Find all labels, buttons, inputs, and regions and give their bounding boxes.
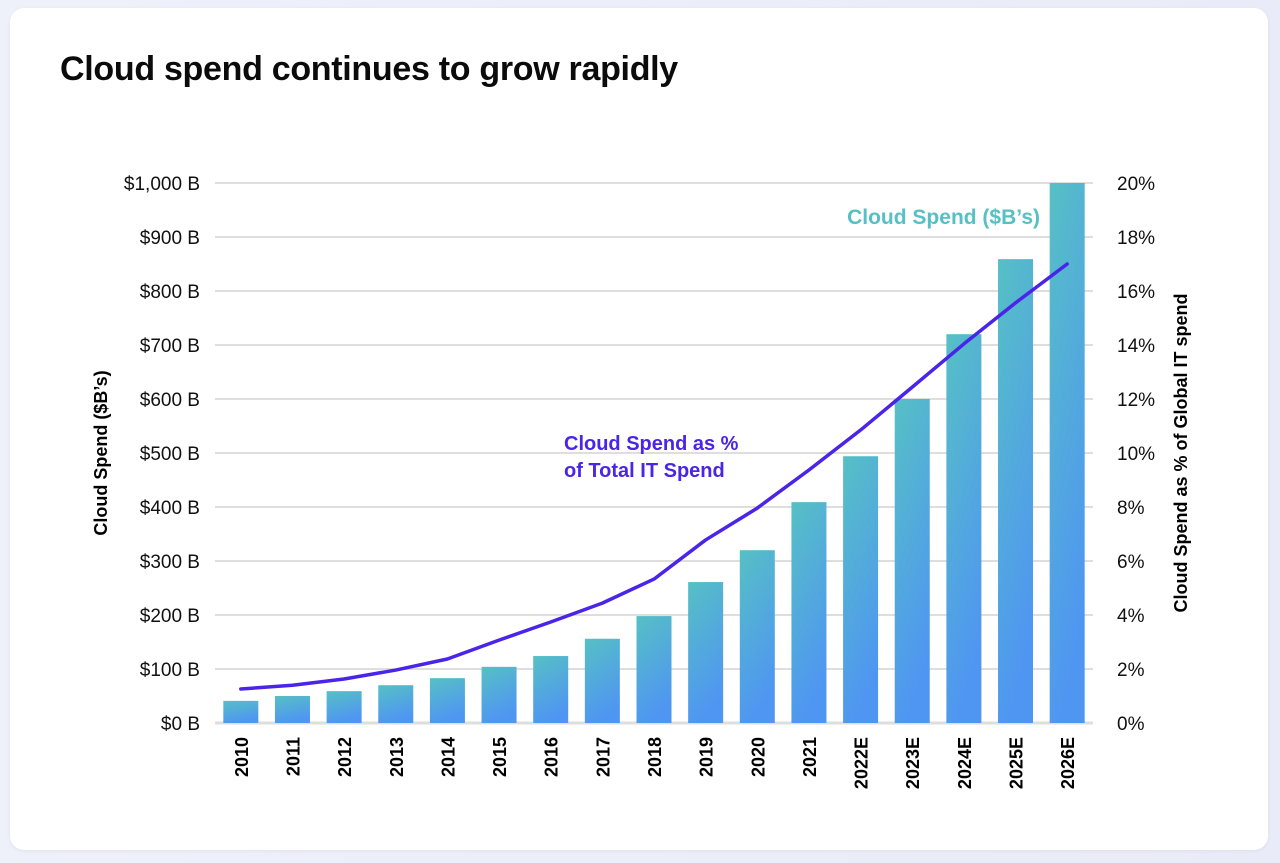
y-tick-label-left: $100 B bbox=[140, 660, 200, 681]
line-point-2022E bbox=[860, 429, 862, 431]
line-point-2026E bbox=[1066, 263, 1068, 265]
legend-bar-series: Cloud Spend ($B’s) bbox=[847, 206, 1040, 229]
bar-2023E bbox=[894, 399, 930, 723]
x-tick-label: 2022E bbox=[852, 737, 872, 789]
y-tick-label-right: 12% bbox=[1117, 390, 1155, 411]
y-axis-label-right: Cloud Spend as % of Global IT spend bbox=[1171, 293, 1191, 612]
y-tick-label-left: $700 B bbox=[140, 336, 200, 357]
x-tick-label: 2024E bbox=[955, 737, 975, 789]
y-tick-label-left: $900 B bbox=[140, 228, 200, 249]
legend-line-series-2: of Total IT Spend bbox=[564, 460, 725, 482]
bar-2015 bbox=[481, 666, 517, 723]
bar-2011 bbox=[274, 696, 310, 723]
y-tick-label-left: $800 B bbox=[140, 282, 200, 303]
line-point-2024E bbox=[963, 343, 965, 345]
y-tick-label-left: $300 B bbox=[140, 552, 200, 573]
y-tick-label-right: 18% bbox=[1117, 228, 1155, 249]
line-point-2013 bbox=[395, 669, 397, 671]
line-point-2012 bbox=[343, 678, 345, 680]
bar-2017 bbox=[584, 638, 620, 723]
y-tick-label-right: 6% bbox=[1117, 552, 1145, 573]
line-point-2017 bbox=[601, 602, 603, 604]
y-axis-label-left: Cloud Spend ($B’s) bbox=[91, 370, 111, 535]
x-tick-label: 2018 bbox=[645, 737, 665, 777]
line-point-2021 bbox=[808, 469, 810, 471]
x-tick-label: 2010 bbox=[232, 737, 252, 777]
y-tick-label-right: 4% bbox=[1117, 606, 1145, 627]
legend-line-series-1: Cloud Spend as % bbox=[564, 433, 739, 455]
y-tick-label-right: 16% bbox=[1117, 282, 1155, 303]
line-point-2025E bbox=[1015, 302, 1017, 304]
y-tick-label-left: $200 B bbox=[140, 606, 200, 627]
x-tick-label: 2020 bbox=[748, 737, 768, 777]
y-tick-label-left: $1,000 B bbox=[124, 174, 200, 195]
x-tick-label: 2019 bbox=[697, 737, 717, 777]
y-tick-label-right: 0% bbox=[1117, 714, 1145, 735]
bar-2012 bbox=[326, 691, 362, 723]
x-tick-label: 2013 bbox=[387, 737, 407, 777]
bar-2010 bbox=[223, 700, 259, 723]
line-point-2020 bbox=[756, 507, 758, 509]
y-tick-label-right: 2% bbox=[1117, 660, 1145, 681]
bar-2024E bbox=[946, 334, 982, 723]
line-point-2019 bbox=[705, 539, 707, 541]
line-point-2014 bbox=[446, 658, 448, 660]
y-tick-label-left: $0 B bbox=[161, 714, 200, 735]
line-point-2023E bbox=[911, 386, 913, 388]
y-tick-label-right: 14% bbox=[1117, 336, 1155, 357]
x-tick-label: 2026E bbox=[1058, 737, 1078, 789]
line-point-2011 bbox=[291, 684, 293, 686]
x-tick-label: 2015 bbox=[490, 737, 510, 777]
bar-2019 bbox=[688, 582, 724, 723]
x-tick-label: 2025E bbox=[1007, 737, 1027, 789]
bar-2018 bbox=[636, 616, 672, 723]
y-tick-label-left: $500 B bbox=[140, 444, 200, 465]
bar-2014 bbox=[429, 678, 465, 723]
x-tick-label: 2023E bbox=[903, 737, 923, 789]
line-point-2016 bbox=[550, 621, 552, 623]
y-tick-label-right: 8% bbox=[1117, 498, 1145, 519]
line-point-2015 bbox=[498, 639, 500, 641]
x-tick-label: 2011 bbox=[283, 737, 303, 776]
x-tick-label: 2016 bbox=[542, 737, 562, 777]
x-tick-label: 2014 bbox=[438, 737, 458, 777]
bar-2025E bbox=[998, 259, 1034, 723]
bar-2013 bbox=[378, 685, 414, 723]
y-tick-label-right: 10% bbox=[1117, 444, 1155, 465]
line-point-2018 bbox=[653, 578, 655, 580]
bar-2016 bbox=[533, 656, 569, 723]
y-tick-label-right: 20% bbox=[1117, 174, 1155, 195]
x-tick-label: 2017 bbox=[593, 737, 613, 777]
y-tick-label-left: $400 B bbox=[140, 498, 200, 519]
x-tick-label: 2021 bbox=[800, 737, 820, 777]
x-tick-label: 2012 bbox=[335, 737, 355, 777]
bar-2022E bbox=[843, 456, 879, 723]
line-point-2010 bbox=[240, 688, 242, 690]
chart-title: Cloud spend continues to grow rapidly bbox=[60, 50, 678, 88]
y-tick-label-left: $600 B bbox=[140, 390, 200, 411]
bar-2020 bbox=[739, 550, 775, 723]
bar-2021 bbox=[791, 502, 827, 723]
